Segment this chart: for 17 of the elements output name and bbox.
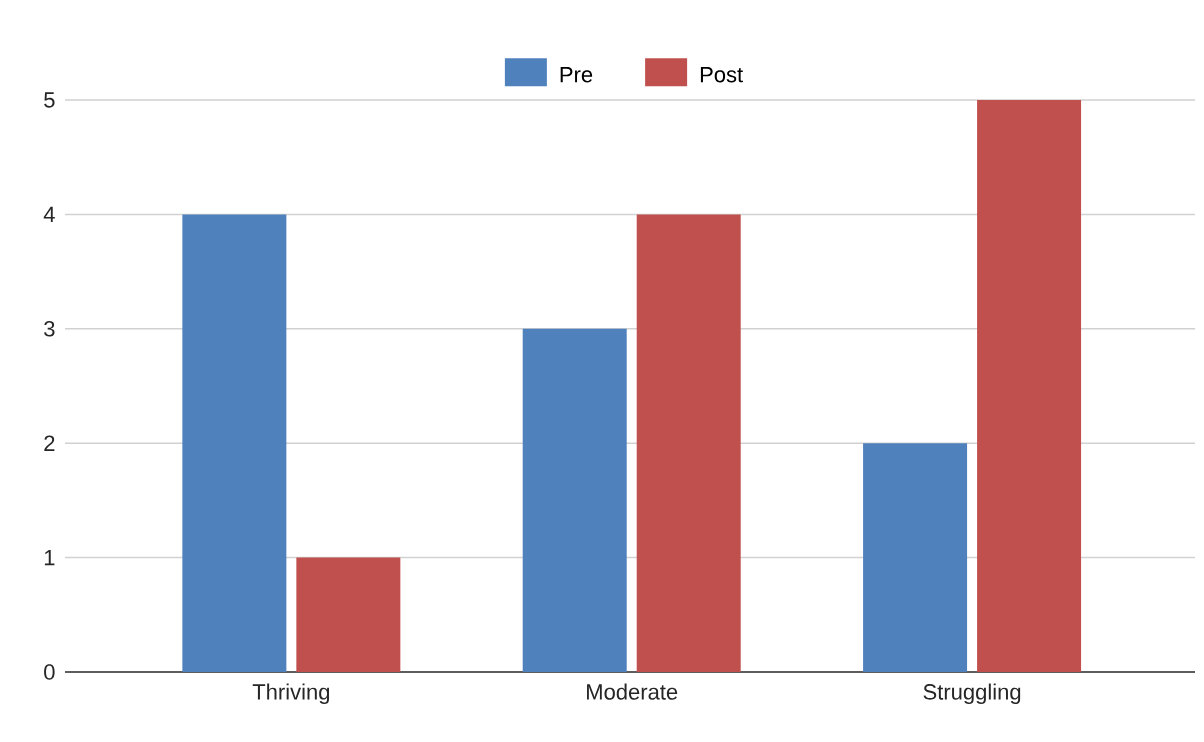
x-tick-label: Struggling	[923, 683, 1021, 705]
bar	[522, 328, 627, 672]
x-tick-label: Thriving	[252, 683, 330, 705]
bar	[296, 557, 401, 672]
x-tick-label: Moderate	[587, 683, 678, 700]
y-tick-label: 2	[44, 435, 55, 451]
bar	[636, 214, 741, 672]
legend-label: Post	[700, 67, 743, 83]
y-tick-label: 1	[44, 550, 55, 566]
legend-label: Pre	[560, 67, 593, 83]
bar	[182, 214, 287, 672]
bar	[977, 99, 1082, 672]
y-tick-label: 4	[43, 206, 55, 222]
y-tick-label: 0	[44, 664, 55, 680]
bar	[863, 443, 968, 672]
y-tick-label: 5	[44, 92, 55, 108]
y-tick-label: 3	[44, 321, 55, 337]
